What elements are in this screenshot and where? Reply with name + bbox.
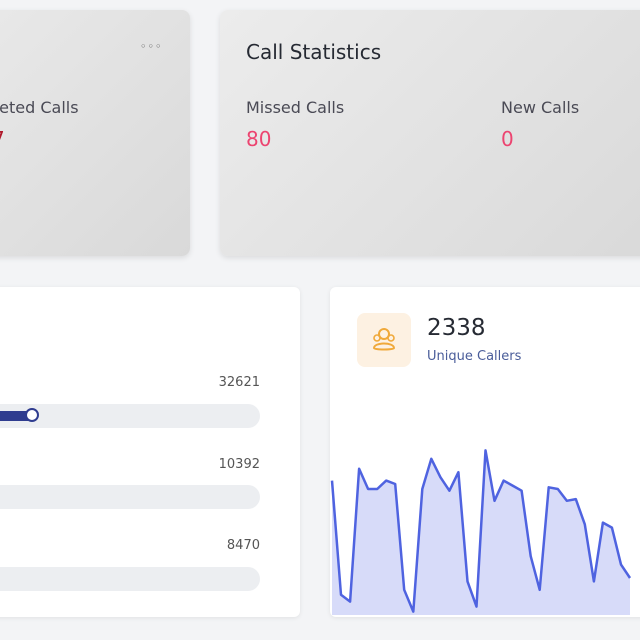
users-icon: [357, 313, 411, 367]
unique-callers-card: 2338 Unique Callers: [330, 287, 640, 617]
completed-calls-label: Completed Calls: [0, 98, 79, 117]
progress-track-2: [0, 485, 260, 509]
missed-calls-value: 80: [246, 127, 272, 151]
row-value-3: 8470: [226, 538, 260, 553]
users-icon-glyph: [372, 328, 396, 351]
more-dots-icon[interactable]: ◦◦◦: [140, 40, 163, 53]
progress-knob-1[interactable]: [25, 408, 39, 422]
new-calls-label: New Calls: [501, 98, 580, 117]
completed-calls-value: 7: [0, 127, 5, 151]
missed-calls-label: Missed Calls: [246, 98, 345, 117]
completed-calls-card: ◦◦◦ Completed Calls 7: [0, 10, 190, 256]
unique-callers-chart: [330, 449, 632, 615]
call-statistics-title: Call Statistics: [246, 40, 382, 64]
progress-track-3: [0, 567, 260, 591]
chart-line: [330, 449, 632, 613]
new-calls-value: 0: [501, 127, 514, 151]
progress-track-1: [0, 404, 260, 428]
progress-fill-1: [0, 411, 36, 421]
row-value-1: 32621: [218, 375, 260, 390]
progress-card: 32621 10392 8470: [0, 287, 300, 617]
unique-callers-label: Unique Callers: [427, 349, 522, 364]
call-statistics-card: Call Statistics Missed Calls 80 New Call…: [220, 10, 640, 256]
row-value-2: 10392: [218, 457, 260, 472]
unique-callers-count: 2338: [427, 315, 486, 341]
